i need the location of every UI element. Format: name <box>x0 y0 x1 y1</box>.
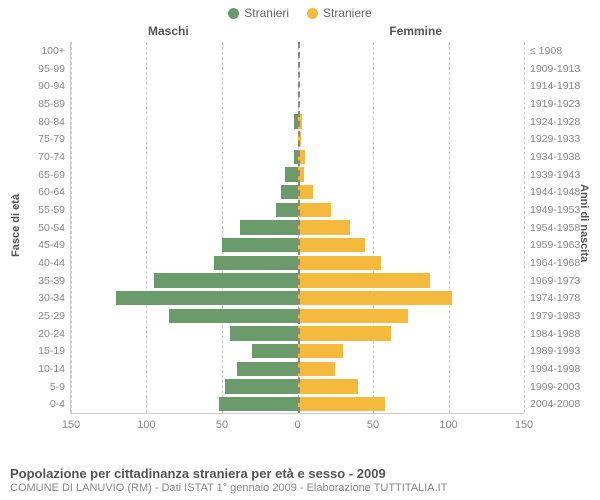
bar-female <box>298 220 351 234</box>
legend-swatch-female <box>307 8 318 19</box>
bar-male <box>252 344 297 358</box>
bar-male <box>237 362 297 376</box>
bar-female <box>298 291 452 305</box>
bar-male <box>225 379 297 393</box>
legend-label-female: Straniere <box>323 6 372 20</box>
bar-male <box>281 185 298 199</box>
column-header-female: Femmine <box>389 24 442 38</box>
y-tick-birth: 1924-1928 <box>530 116 580 128</box>
y-tick-birth: 1929-1933 <box>530 133 580 145</box>
y-tick-birth: 1909-1913 <box>530 63 580 75</box>
bar-female <box>298 326 392 340</box>
bar-female <box>298 273 431 287</box>
y-tick-birth: 1954-1958 <box>530 222 580 234</box>
y-tick-birth: 2004-2008 <box>530 398 580 410</box>
bar-male <box>116 291 297 305</box>
y-tick-age: 80-84 <box>38 116 65 128</box>
bar-female <box>298 256 381 270</box>
bar-male <box>169 309 297 323</box>
y-tick-birth: 1969-1973 <box>530 275 580 287</box>
bar-female <box>298 362 336 376</box>
y-tick-age: 55-59 <box>38 204 65 216</box>
y-tick-age: 85-89 <box>38 98 65 110</box>
bar-female <box>298 185 313 199</box>
legend-label-male: Stranieri <box>244 6 289 20</box>
legend-swatch-male <box>228 8 239 19</box>
y-tick-birth: 1914-1918 <box>530 80 580 92</box>
x-tick-label: 150 <box>62 419 80 431</box>
y-tick-age: 25-29 <box>38 310 65 322</box>
y-tick-age: 20-24 <box>38 328 65 340</box>
y-tick-birth: 1939-1943 <box>530 169 580 181</box>
y-tick-birth: 1964-1968 <box>530 257 580 269</box>
y-tick-age: 65-69 <box>38 169 65 181</box>
y-tick-age: 75-79 <box>38 133 65 145</box>
y-axis-title-left: Fasce di età <box>10 194 22 257</box>
x-tick-label: 50 <box>216 419 228 431</box>
bar-female <box>298 238 366 252</box>
y-tick-age: 30-34 <box>38 292 65 304</box>
bar-male <box>276 203 297 217</box>
x-tick-label: 150 <box>515 419 533 431</box>
bar-male <box>240 220 297 234</box>
y-tick-birth: 1919-1923 <box>530 98 580 110</box>
y-tick-age: 60-64 <box>38 186 65 198</box>
bar-male <box>222 238 297 252</box>
y-tick-birth: 1974-1978 <box>530 292 580 304</box>
y-tick-age: 70-74 <box>38 151 65 163</box>
y-tick-age: 0-4 <box>50 398 65 410</box>
bar-male <box>219 397 298 411</box>
bar-male <box>230 326 298 340</box>
y-tick-age: 90-94 <box>38 80 65 92</box>
x-tick-label: 100 <box>137 419 155 431</box>
bar-male <box>214 256 297 270</box>
legend-item-male: Stranieri <box>228 6 289 20</box>
y-tick-age: 95-99 <box>38 63 65 75</box>
y-tick-age: 35-39 <box>38 275 65 287</box>
gridline <box>524 42 525 413</box>
y-tick-birth: 1994-1998 <box>530 363 580 375</box>
bar-male <box>154 273 297 287</box>
x-tick-label: 0 <box>294 419 300 431</box>
bar-female <box>298 397 386 411</box>
y-tick-age: 15-19 <box>38 345 65 357</box>
chart-subtitle: COMUNE DI LANUVIO (RM) - Dati ISTAT 1° g… <box>10 482 590 494</box>
plot-area: 05050100100150150100+≤ 190895-991909-191… <box>70 42 524 414</box>
bar-female <box>298 344 343 358</box>
bar-female <box>298 379 358 393</box>
y-tick-birth: 1934-1938 <box>530 151 580 163</box>
legend-item-female: Straniere <box>307 6 372 20</box>
chart-title: Popolazione per cittadinanza straniera p… <box>10 466 590 481</box>
y-tick-age: 50-54 <box>38 222 65 234</box>
center-axis <box>298 42 300 413</box>
y-tick-age: 5-9 <box>50 381 65 393</box>
y-tick-birth: 1984-1988 <box>530 328 580 340</box>
bar-female <box>298 203 331 217</box>
bar-female <box>298 309 408 323</box>
y-tick-age: 40-44 <box>38 257 65 269</box>
chart-footer: Popolazione per cittadinanza straniera p… <box>10 466 590 494</box>
y-tick-age: 10-14 <box>38 363 65 375</box>
y-tick-birth: 1944-1948 <box>530 186 580 198</box>
y-tick-birth: ≤ 1908 <box>530 45 562 57</box>
y-tick-birth: 1949-1953 <box>530 204 580 216</box>
population-pyramid-chart: Maschi Femmine Fasce di età Anni di nasc… <box>8 24 592 444</box>
y-tick-age: 45-49 <box>38 239 65 251</box>
y-tick-birth: 1959-1963 <box>530 239 580 251</box>
y-tick-birth: 1999-2003 <box>530 381 580 393</box>
y-tick-age: 100+ <box>41 45 65 57</box>
y-tick-birth: 1989-1993 <box>530 345 580 357</box>
legend: Stranieri Straniere <box>0 0 600 20</box>
column-header-male: Maschi <box>148 24 189 38</box>
bar-male <box>285 167 297 181</box>
x-tick-label: 100 <box>439 419 457 431</box>
x-tick-label: 50 <box>367 419 379 431</box>
y-tick-birth: 1979-1983 <box>530 310 580 322</box>
